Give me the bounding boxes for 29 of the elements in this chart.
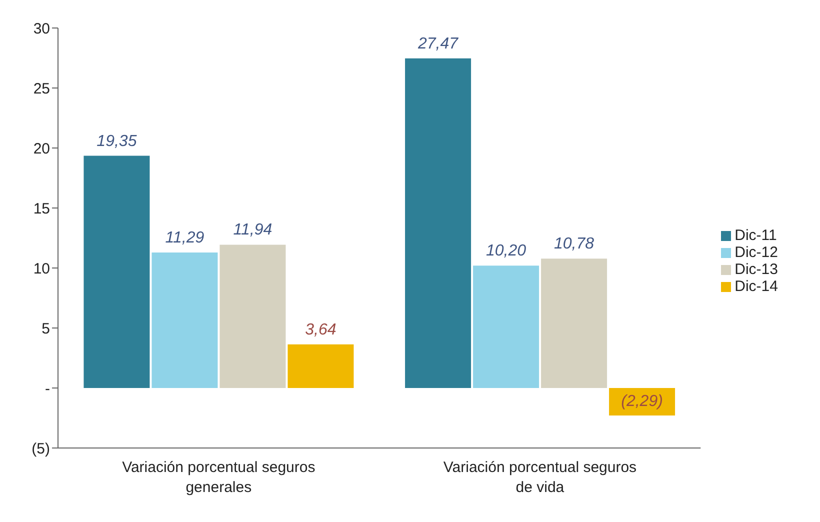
legend-label: Dic-14 — [734, 278, 778, 294]
data-label: (2,29) — [621, 393, 663, 410]
bar — [288, 344, 354, 388]
x-tick-label: Variación porcentual seguros generales — [122, 459, 316, 496]
y-tick-label: 15 — [33, 200, 50, 218]
bar — [84, 156, 150, 388]
data-label: 10,20 — [486, 242, 526, 260]
y-tick-label: 30 — [33, 20, 50, 38]
data-label: 11,94 — [233, 222, 272, 239]
bar — [541, 258, 608, 388]
bar — [152, 252, 218, 388]
y-tick-label: (5) — [32, 440, 50, 458]
bar — [473, 266, 540, 388]
bar — [220, 244, 286, 388]
legend-label: Dic-12 — [734, 244, 778, 260]
data-label: 27,47 — [417, 35, 460, 52]
bar — [405, 58, 472, 388]
data-label: 11,29 — [165, 230, 204, 247]
y-tick-label: 5 — [42, 320, 50, 338]
data-label: 19,35 — [96, 132, 137, 150]
data-label: 3,64 — [305, 321, 336, 338]
legend-label: Dic-13 — [734, 260, 778, 278]
y-tick-label: 25 — [33, 80, 50, 98]
y-tick-label: - — [45, 380, 50, 398]
x-tick-label: Variación porcentual seguros de vida — [443, 459, 637, 496]
y-tick-label: 10 — [33, 260, 50, 278]
data-label: 10,78 — [554, 236, 594, 253]
legend-label: Dic-11 — [734, 226, 777, 244]
y-tick-label: 20 — [33, 140, 50, 158]
